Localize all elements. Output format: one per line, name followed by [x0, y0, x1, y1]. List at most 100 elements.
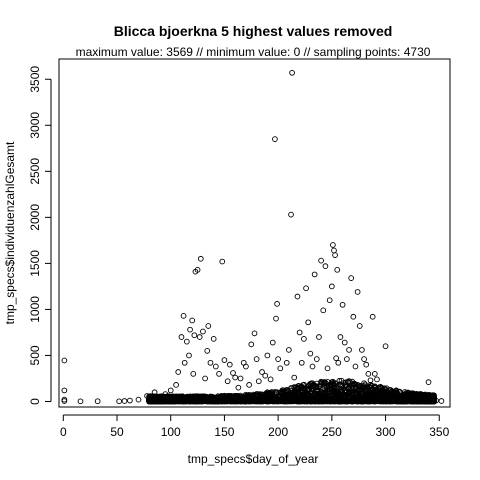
data-point	[303, 285, 309, 292]
data-point	[289, 385, 295, 392]
data-point	[186, 352, 192, 359]
data-point	[249, 393, 256, 399]
data-point	[348, 275, 355, 281]
data-point	[367, 377, 374, 384]
data-point	[425, 379, 432, 385]
data-point	[161, 398, 168, 405]
y-tick-label: 2500	[28, 158, 42, 185]
data-point	[219, 393, 226, 400]
data-point	[341, 339, 348, 346]
data-point	[353, 396, 360, 403]
x-tick-label: 200	[268, 425, 288, 439]
data-point	[315, 388, 321, 395]
data-point	[336, 378, 343, 384]
data-point	[192, 398, 199, 405]
data-point	[297, 398, 304, 405]
data-point	[315, 397, 321, 403]
data-point	[393, 394, 400, 401]
data-point	[163, 398, 170, 405]
data-point	[330, 380, 336, 387]
data-point	[382, 343, 389, 350]
data-point	[202, 375, 208, 382]
data-point	[116, 398, 123, 405]
data-point	[272, 136, 278, 142]
data-point	[219, 258, 226, 265]
data-point	[250, 391, 257, 398]
data-point	[236, 398, 243, 404]
data-point	[397, 390, 404, 397]
data-point	[322, 263, 329, 269]
data-point	[318, 378, 324, 385]
x-axis-label: tmp_specs$day_of_year	[188, 452, 319, 466]
data-point	[299, 393, 306, 400]
data-point	[234, 398, 241, 405]
y-axis-label: tmp_specs$individuenzahlGesamt	[3, 141, 17, 324]
x-tick-label: 300	[376, 425, 396, 439]
y-tick-label: 1500	[28, 250, 42, 277]
data-point	[363, 361, 370, 368]
data-point	[175, 369, 182, 375]
data-point	[320, 307, 327, 314]
data-point	[370, 395, 377, 401]
data-point	[194, 266, 201, 273]
data-point	[367, 390, 374, 397]
data-point	[389, 398, 395, 405]
data-point	[237, 375, 244, 382]
data-point	[296, 329, 303, 336]
data-point	[352, 363, 359, 370]
data-point	[361, 356, 367, 362]
data-point	[248, 341, 255, 348]
data-point	[339, 301, 346, 308]
data-point	[397, 398, 404, 405]
data-point	[253, 356, 260, 362]
data-point	[371, 371, 378, 377]
data-point	[148, 397, 155, 404]
data-point	[235, 384, 242, 391]
data-point	[337, 334, 344, 340]
data-point	[196, 334, 203, 340]
data-point	[151, 389, 158, 396]
data-point	[211, 398, 218, 405]
data-point	[404, 396, 410, 403]
data-point	[281, 393, 288, 400]
data-point	[273, 315, 279, 322]
data-point	[291, 374, 298, 381]
data-point	[232, 374, 239, 381]
data-point	[167, 398, 174, 404]
data-point	[354, 289, 361, 295]
data-point	[187, 326, 193, 333]
y-tick-label: 0	[28, 398, 42, 405]
data-point	[360, 384, 366, 390]
data-point	[202, 396, 208, 403]
data-point	[121, 398, 128, 404]
data-point	[307, 381, 314, 387]
data-point	[380, 390, 387, 396]
data-point	[61, 387, 68, 394]
data-point	[183, 338, 190, 345]
data-point	[209, 393, 216, 400]
data-point	[351, 391, 358, 398]
data-point	[324, 365, 331, 372]
data-point	[197, 255, 204, 262]
data-point	[173, 382, 179, 388]
data-point	[336, 393, 343, 400]
data-point	[298, 359, 305, 366]
data-point	[309, 397, 316, 403]
data-point	[330, 242, 336, 248]
data-point	[288, 211, 294, 218]
data-point	[338, 386, 345, 393]
data-point	[301, 381, 307, 388]
data-point	[264, 352, 271, 359]
data-point	[344, 398, 350, 405]
data-point	[232, 398, 239, 404]
data-point	[359, 398, 365, 405]
data-point	[210, 336, 217, 342]
data-point	[269, 339, 276, 346]
data-point	[94, 398, 101, 405]
data-point	[302, 385, 308, 392]
y-tick-label: 500	[28, 345, 42, 365]
data-point	[278, 392, 285, 399]
data-point	[205, 323, 212, 329]
data-point	[230, 370, 236, 376]
data-point	[323, 383, 330, 390]
